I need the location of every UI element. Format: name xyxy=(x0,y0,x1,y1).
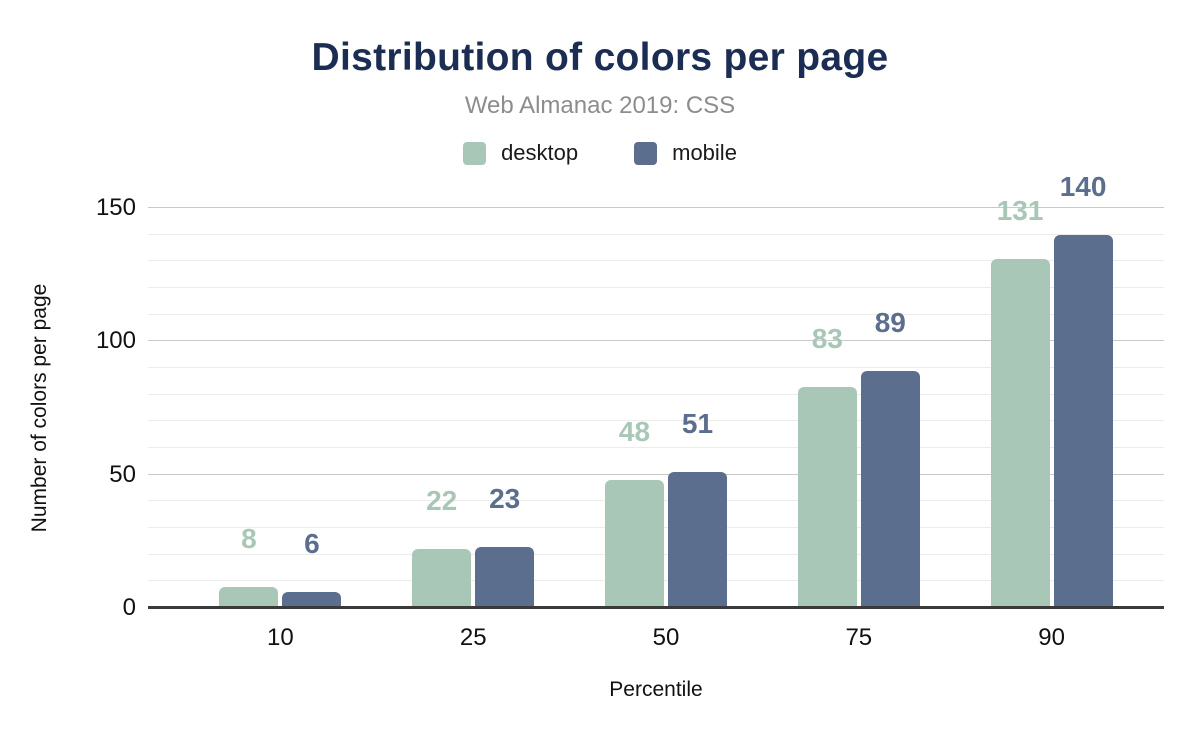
gridline-50 xyxy=(148,473,1164,475)
x-axis-line xyxy=(148,606,1164,609)
bar-wrap-desktop-p75: 83 xyxy=(797,208,857,608)
bar-value-desktop-p10: 8 xyxy=(241,522,257,554)
bar-group-p50: 48 51 xyxy=(570,208,763,608)
bar-value-mobile-p75: 89 xyxy=(874,306,906,338)
bar-wrap-mobile-p25: 23 xyxy=(475,208,535,608)
y-tick-150: 150 xyxy=(95,194,136,221)
y-tick-100: 100 xyxy=(95,327,136,355)
bar-desktop-p50 xyxy=(604,480,664,608)
bar-value-desktop-p25: 22 xyxy=(426,485,458,517)
bar-mobile-p10 xyxy=(282,592,342,608)
bar-mobile-p25 xyxy=(475,546,535,608)
bar-wrap-desktop-p50: 48 xyxy=(604,208,664,608)
bar-group-p75: 83 89 xyxy=(762,208,955,608)
bar-group-p25: 22 23 xyxy=(377,208,570,608)
bar-desktop-p75 xyxy=(797,386,857,608)
bars-row: 8 6 22 23 48 51 83 89 131 140 xyxy=(184,172,1148,608)
bar-wrap-mobile-p90: 140 xyxy=(1053,172,1113,608)
legend-item-desktop: desktop xyxy=(463,140,578,166)
gridline-110 xyxy=(148,313,1164,315)
bar-desktop-p25 xyxy=(412,549,472,608)
legend-label-desktop: desktop xyxy=(501,140,579,165)
gridline-80 xyxy=(148,393,1164,395)
bar-mobile-p90 xyxy=(1053,234,1113,608)
chart-title: Distribution of colors per page xyxy=(311,36,889,79)
bar-value-desktop-p75: 83 xyxy=(811,322,843,354)
legend: desktop mobile xyxy=(0,140,1200,166)
y-tick-0: 0 xyxy=(122,594,136,621)
bar-value-mobile-p50: 51 xyxy=(681,408,714,439)
x-tick-25: 25 xyxy=(459,624,487,651)
x-axis-ticks: 10 25 50 75 90 xyxy=(184,624,1148,652)
gridline-100 xyxy=(148,340,1164,342)
bar-group-p90: 131 140 xyxy=(955,172,1148,608)
bar-desktop-p90 xyxy=(990,258,1050,608)
bar-value-desktop-p50: 48 xyxy=(618,416,651,447)
gridline-150 xyxy=(148,207,1164,208)
bar-desktop-p10 xyxy=(219,586,279,608)
gridline-130 xyxy=(148,260,1164,262)
gridline-120 xyxy=(148,287,1164,288)
bar-mobile-p50 xyxy=(667,472,727,608)
plot-area: 8 6 22 23 48 51 83 89 131 140 xyxy=(148,172,1164,609)
bar-wrap-mobile-p75: 89 xyxy=(860,208,920,608)
gridline-90 xyxy=(148,367,1164,368)
y-axis-ticks: 0 50 100 150 xyxy=(0,196,136,620)
desktop-swatch-icon xyxy=(463,141,487,165)
x-axis-title: Percentile xyxy=(609,678,703,701)
x-tick-75: 75 xyxy=(845,624,873,651)
chart-subtitle: Web Almanac 2019: CSS xyxy=(464,92,736,119)
bar-wrap-desktop-p10: 8 xyxy=(219,208,279,608)
bar-value-mobile-p90: 140 xyxy=(1059,170,1107,202)
legend-label-mobile: mobile xyxy=(672,140,737,165)
y-tick-50: 50 xyxy=(109,460,136,488)
bar-wrap-desktop-p25: 22 xyxy=(412,208,472,608)
mobile-swatch-icon xyxy=(634,141,658,165)
bar-wrap-mobile-p50: 51 xyxy=(667,208,727,608)
bar-wrap-mobile-p10: 6 xyxy=(282,208,342,608)
legend-item-mobile: mobile xyxy=(634,140,737,166)
bar-wrap-desktop-p90: 131 xyxy=(990,196,1050,608)
bar-value-mobile-p10: 6 xyxy=(304,528,320,559)
gridline-60 xyxy=(148,447,1164,448)
x-tick-50: 50 xyxy=(652,624,680,651)
x-tick-90: 90 xyxy=(1038,624,1065,651)
bar-mobile-p75 xyxy=(860,370,920,608)
gridline-140 xyxy=(148,233,1164,235)
gridline-70 xyxy=(148,420,1164,422)
x-tick-10: 10 xyxy=(267,624,294,651)
bar-value-mobile-p25: 23 xyxy=(489,482,521,514)
bar-value-desktop-p90: 131 xyxy=(996,194,1044,226)
